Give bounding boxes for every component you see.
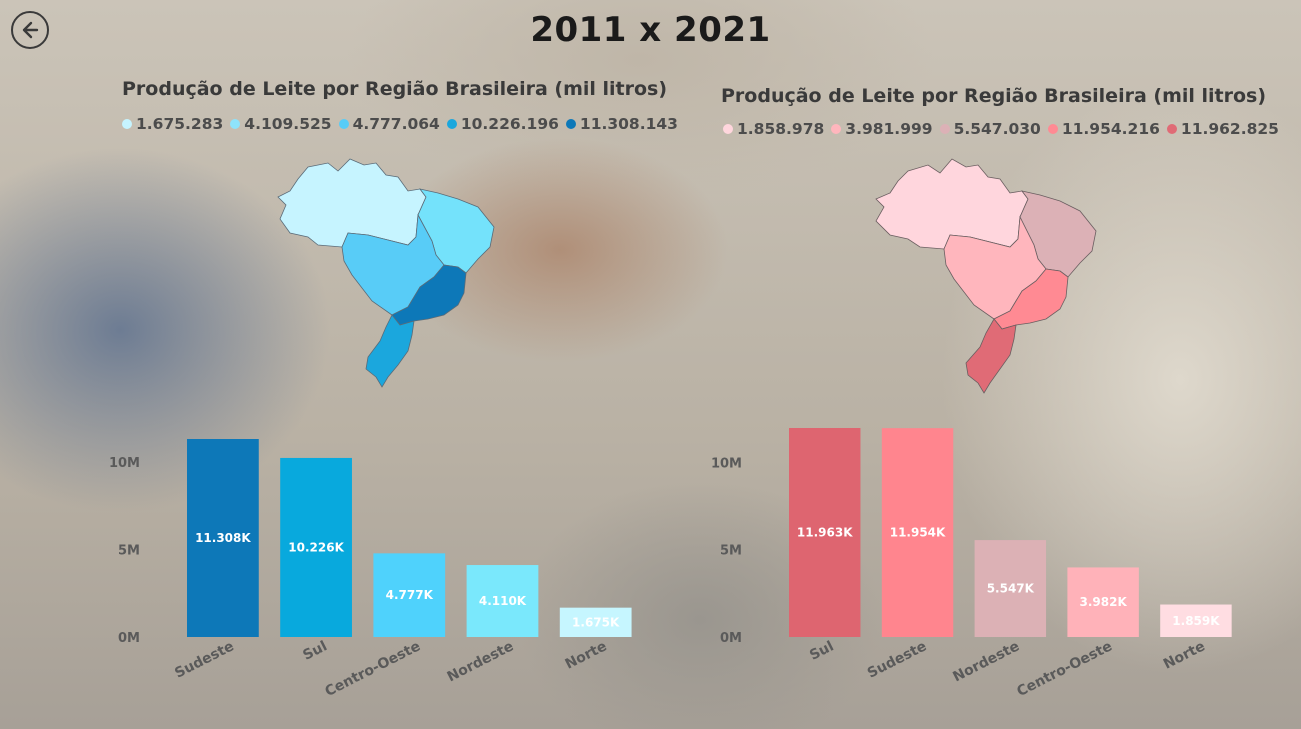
legend-dot — [1047, 124, 1058, 134]
legend-dot — [565, 119, 576, 129]
region-sudeste[interactable] — [391, 264, 467, 326]
category-label: Centro-Oeste — [1014, 638, 1115, 700]
legend-label: 5.547.030 — [953, 120, 1041, 138]
legend-item[interactable]: 11.954.216 — [1047, 120, 1160, 138]
data-label: 1.859K — [1172, 614, 1220, 628]
legend-item[interactable]: 3.981.999 — [831, 120, 933, 138]
legend-dot — [122, 119, 132, 129]
y-tick-label: 5M — [720, 544, 742, 559]
legend-item[interactable]: 5.547.030 — [939, 120, 1041, 138]
legend-item[interactable]: 1.858.978 — [723, 120, 824, 138]
region-sul[interactable] — [365, 314, 415, 388]
legend-label: 4.109.525 — [244, 115, 332, 133]
category-label: Sudeste — [865, 638, 929, 681]
y-tick-label: 10M — [109, 456, 140, 471]
bar[interactable] — [280, 457, 352, 637]
bar[interactable] — [789, 428, 861, 637]
legend-label: 11.962.825 — [1180, 120, 1279, 138]
right-brazil-map[interactable] — [868, 157, 1100, 397]
data-label: 10.226K — [288, 540, 344, 554]
bar[interactable] — [373, 553, 446, 637]
bar[interactable] — [559, 607, 632, 637]
y-tick-label: 0M — [118, 631, 140, 646]
data-label: 11.963K — [797, 526, 853, 540]
data-label: 11.954K — [890, 526, 946, 540]
bar[interactable] — [1160, 604, 1232, 637]
legend-item[interactable]: 11.308.143 — [565, 115, 678, 133]
legend-dot — [831, 124, 842, 134]
data-label: 11.308K — [195, 531, 251, 545]
bar[interactable] — [881, 428, 954, 637]
data-label: 4.110K — [479, 594, 527, 608]
bar[interactable] — [466, 565, 539, 637]
legend-dot — [1166, 124, 1177, 134]
category-label: Sul — [807, 638, 836, 664]
legend-label: 11.954.216 — [1061, 120, 1160, 138]
data-label: 4.777K — [386, 588, 434, 602]
legend-item[interactable]: 4.109.525 — [230, 115, 332, 133]
legend-item[interactable]: 1.675.283 — [122, 115, 223, 133]
legend-dot — [338, 119, 349, 129]
back-button[interactable] — [11, 11, 49, 49]
region-sul[interactable] — [965, 318, 1017, 394]
legend-item[interactable]: 4.777.064 — [338, 115, 440, 133]
bar[interactable] — [1067, 567, 1139, 637]
legend-dot — [230, 119, 241, 129]
legend-label: 3.981.999 — [845, 120, 933, 138]
bar[interactable] — [187, 439, 259, 637]
left-legend: 1.675.283 4.109.525 4.777.064 10.226.196… — [122, 115, 678, 133]
legend-label: 1.858.978 — [737, 120, 825, 138]
legend-label: 11.308.143 — [579, 115, 678, 133]
y-tick-label: 5M — [118, 543, 140, 558]
left-map-title: Produção de Leite por Região Brasileira … — [122, 78, 668, 100]
right-legend: 1.858.978 3.981.999 5.547.030 11.954.216… — [723, 120, 1279, 138]
legend-item[interactable]: 10.226.196 — [446, 115, 559, 133]
legend-label: 1.675.283 — [136, 115, 224, 133]
category-label: Norte — [1161, 638, 1208, 672]
bar[interactable] — [974, 540, 1047, 637]
data-label: 3.982K — [1079, 595, 1127, 609]
y-tick-label: 0M — [720, 631, 742, 646]
arrow-left-icon — [22, 21, 39, 39]
data-label: 5.547K — [987, 582, 1035, 596]
legend-dot — [446, 119, 457, 129]
legend-dot — [723, 124, 733, 134]
legend-item[interactable]: 11.962.825 — [1166, 120, 1279, 138]
legend-label: 4.777.064 — [352, 115, 440, 133]
region-sudeste[interactable] — [993, 268, 1069, 330]
category-label: Nordeste — [950, 638, 1022, 685]
left-brazil-map[interactable] — [268, 155, 500, 390]
data-label: 1.675K — [572, 615, 620, 629]
legend-label: 10.226.196 — [460, 115, 559, 133]
right-map-title: Produção de Leite por Região Brasileira … — [721, 85, 1267, 107]
y-tick-label: 10M — [711, 456, 742, 471]
legend-dot — [939, 124, 950, 134]
page-title: 2011 x 2021 — [530, 10, 771, 50]
